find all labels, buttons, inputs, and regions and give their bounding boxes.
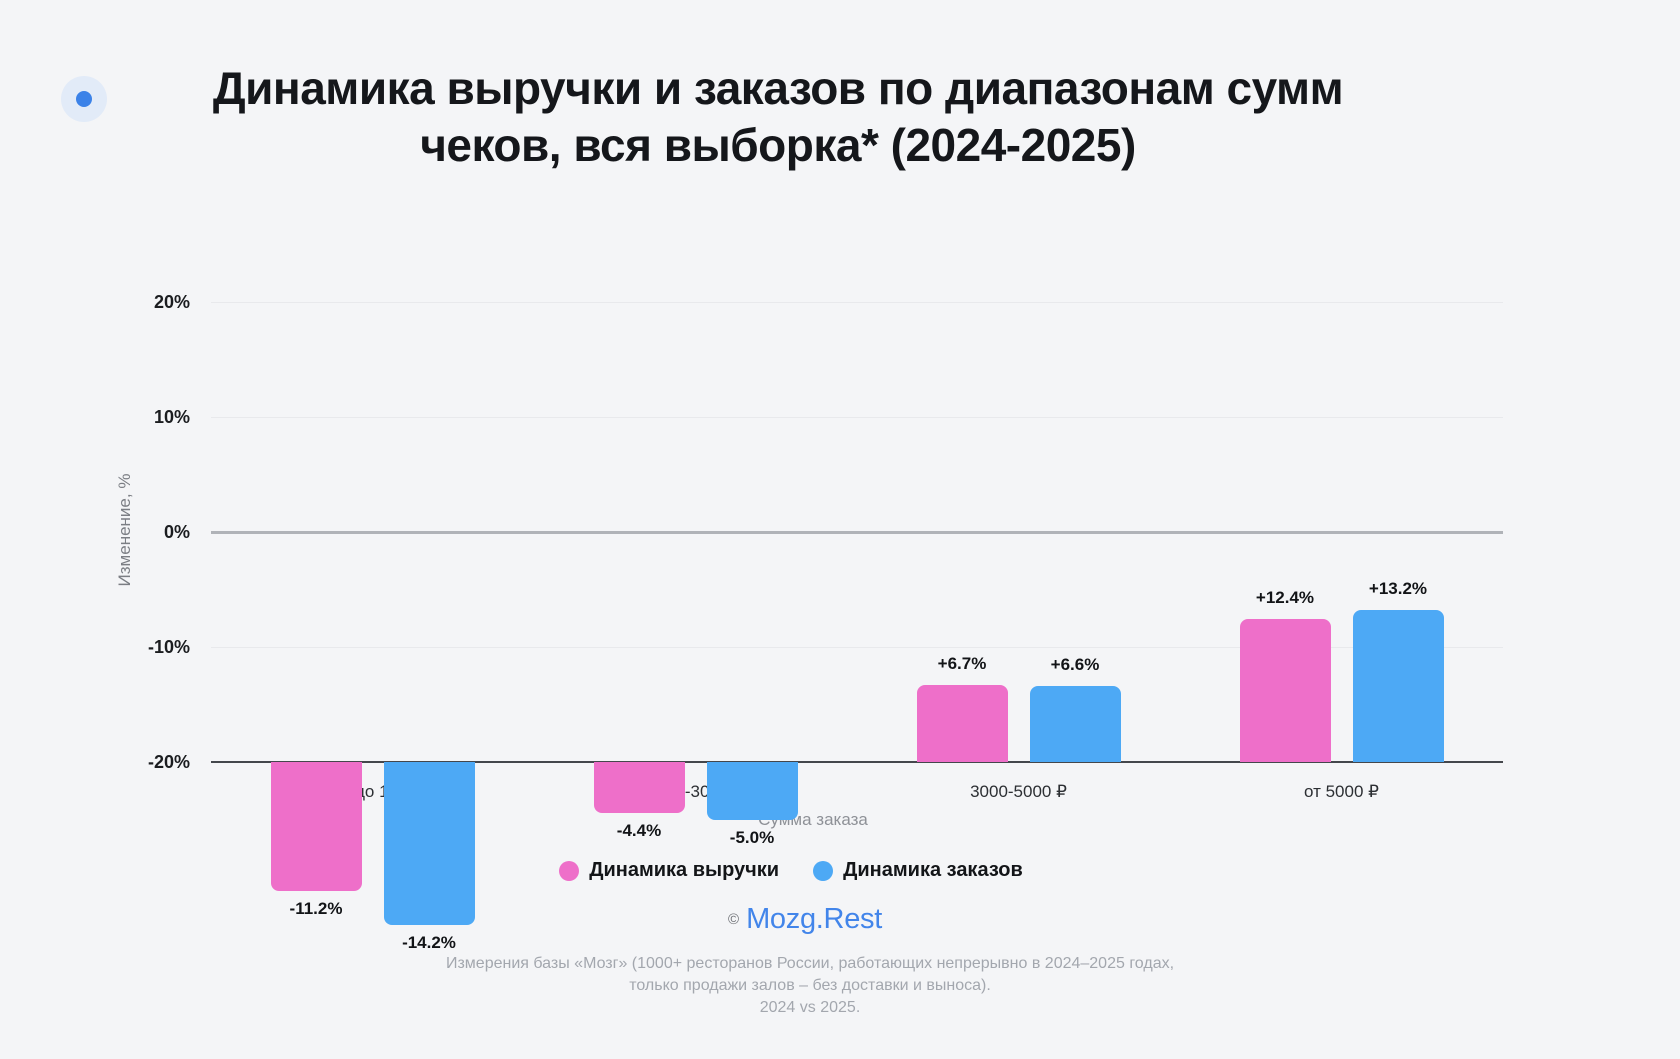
chart-legend: Динамика выручки Динамика заказов — [0, 859, 1631, 882]
legend-label: Динамика выручки — [589, 859, 780, 881]
brand-row: © Mozg.Rest — [0, 903, 1645, 936]
bar-value-label: -4.4% — [616, 821, 662, 840]
source-caption: Измерения базы «Мозг» (1000+ ресторанов … — [0, 953, 1650, 1019]
y-tick-label: 10% — [153, 407, 190, 427]
bar-value-label: +6.7% — [937, 654, 987, 673]
zero-axis-line — [211, 531, 1503, 534]
legend-item-revenue: Динамика выручки — [559, 859, 779, 882]
brand-logo-text: Mozg.Rest — [746, 903, 882, 935]
legend-dot-revenue-icon — [559, 860, 580, 881]
legend-dot-orders-icon — [813, 860, 834, 881]
bar-revenue — [593, 762, 685, 813]
legend-item-orders: Динамика заказов — [813, 859, 1023, 882]
caption-line-3: 2024 vs 2025. — [759, 999, 861, 1016]
copyright-icon: © — [728, 911, 740, 928]
caption-line-1: Измерения базы «Мозг» (1000+ ресторанов … — [445, 955, 1175, 972]
bar-value-label: +12.4% — [1255, 588, 1315, 607]
bar-revenue — [270, 762, 362, 891]
bar-orders — [383, 762, 475, 925]
y-tick-label: -20% — [147, 752, 190, 772]
page-title-line2: чеков, вся выборка* (2024-2025) — [420, 119, 1136, 171]
bar-revenue — [916, 685, 1008, 762]
y-tick-label: 0% — [163, 522, 190, 542]
x-category-label: от 5000 ₽ — [1304, 782, 1379, 801]
bar-orders — [706, 762, 798, 820]
gridline-10% — [211, 417, 1503, 418]
bar-value-label: -14.2% — [402, 933, 456, 952]
page-title: Динамика выручки и заказов по диапазонам… — [0, 60, 1618, 174]
gridline--10% — [211, 647, 1503, 648]
bar-value-label: +13.2% — [1368, 579, 1428, 598]
bar-value-label: -5.0% — [729, 828, 775, 847]
x-axis-baseline — [211, 761, 1503, 763]
bar-chart-plot-area: Изменение, % Сумма заказа 20% 10% 0% -10% -2… — [115, 292, 1503, 952]
caption-line-2: только продажи залов – без доставки и вы… — [629, 977, 991, 994]
bar-value-label: -11.2% — [289, 899, 343, 918]
y-tick-label: 20% — [153, 292, 190, 312]
page-title-line1: Динамика выручки и заказов по диапазонам… — [212, 62, 1344, 114]
y-tick-label: -10% — [147, 637, 190, 657]
bar-revenue — [1239, 619, 1331, 762]
title-bullet-icon — [76, 91, 92, 107]
bar-value-label: +6.6% — [1050, 655, 1100, 674]
legend-label: Динамика заказов — [843, 859, 1023, 881]
gridline-20% — [211, 302, 1503, 303]
bar-orders — [1029, 686, 1121, 762]
bar-orders — [1352, 610, 1444, 762]
x-category-label: 3000-5000 ₽ — [970, 782, 1067, 801]
